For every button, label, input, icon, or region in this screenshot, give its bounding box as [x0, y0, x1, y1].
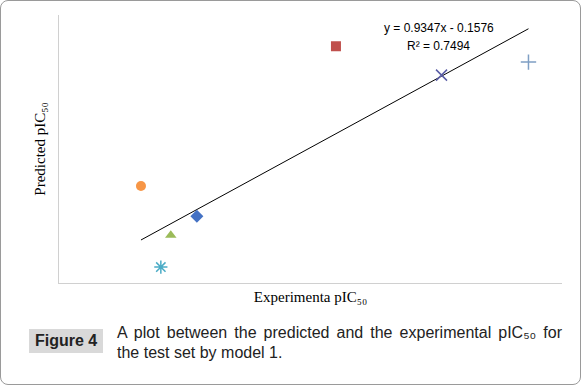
svg-text:R² = 0.7494: R² = 0.7494 [407, 39, 470, 53]
svg-text:y = 0.9347x - 0.1576: y = 0.9347x - 0.1576 [384, 21, 494, 35]
html-text:Figure 4: Figure 4 [35, 332, 98, 349]
svg-text:Experimenta pIC₅₀: Experimenta pIC₅₀ [254, 289, 367, 305]
svg-text:Predicted pIC₅₀: Predicted pIC₅₀ [32, 102, 48, 195]
html-text:A plot between the predicted a: A plot between the predicted and the exp… [117, 324, 562, 361]
